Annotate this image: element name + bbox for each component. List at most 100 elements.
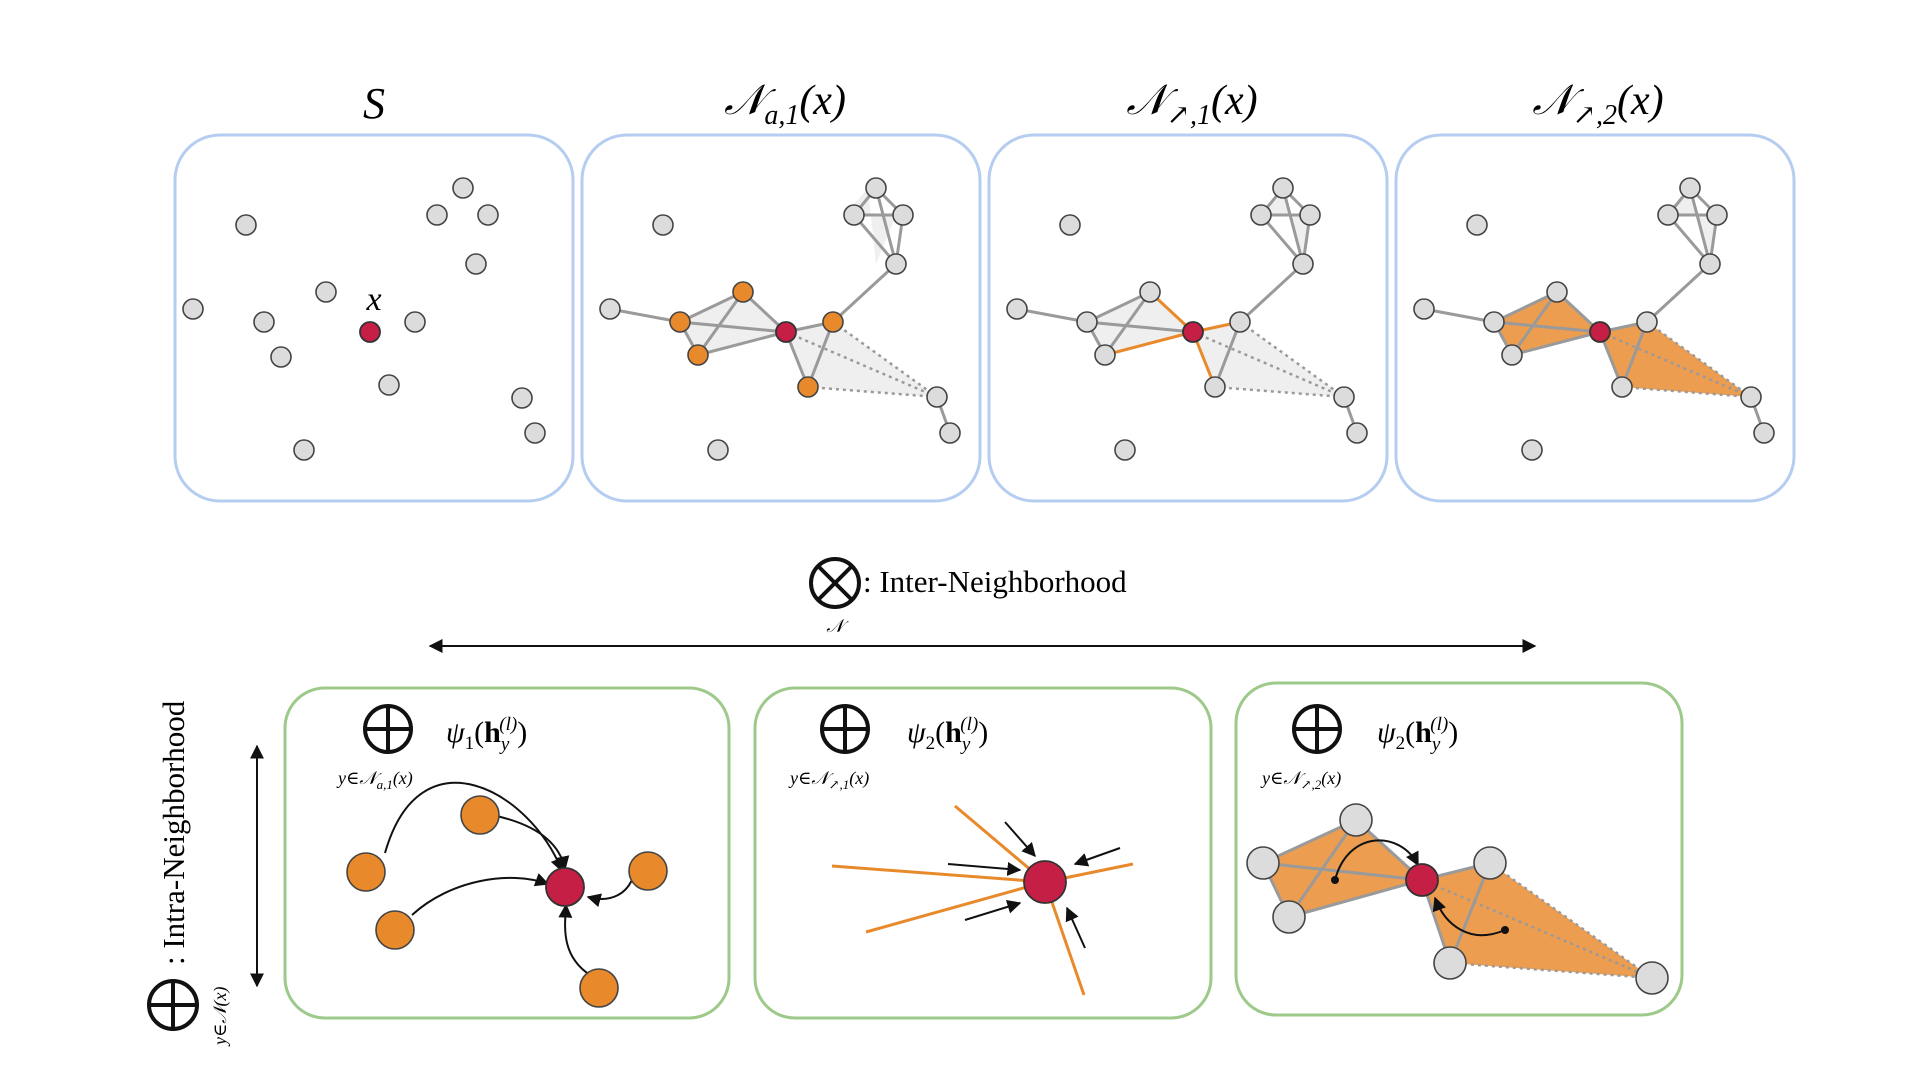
graph-node	[426, 204, 448, 226]
center-node-x	[1405, 863, 1439, 897]
neighbor-node	[732, 281, 754, 303]
message-function: ψ1(hy(l))	[446, 714, 527, 755]
sum-index: y∈𝒩a,1(x)	[336, 768, 413, 792]
graph-node	[477, 204, 499, 226]
graph-node	[465, 253, 487, 275]
panel-title-Nup2: 𝒩↗,2(x)	[1532, 78, 1663, 131]
graph-node	[293, 439, 315, 461]
panel-Nup2	[1394, 133, 1796, 503]
graph-node	[1250, 204, 1272, 226]
graph-node	[1333, 386, 1355, 408]
graph-node	[1706, 204, 1728, 226]
graph-node	[1657, 204, 1679, 226]
graph-node	[926, 386, 948, 408]
graph-node	[1059, 214, 1081, 236]
sum-index: y∈𝒩↗,2(x)	[1260, 768, 1341, 792]
graph-node	[1433, 946, 1467, 980]
graph-node	[1521, 439, 1543, 461]
message-panel-2: y∈𝒩↗,1(x) ψ2(hy(l))	[753, 686, 1213, 1020]
graph-node	[1139, 281, 1161, 303]
graph-node	[707, 439, 729, 461]
message-panel-1: y∈𝒩a,1(x) ψ1(hy(l))	[283, 686, 731, 1020]
graph-node	[1346, 422, 1368, 444]
neighbor-node	[375, 910, 415, 950]
graph-node	[1740, 386, 1762, 408]
graph-node	[235, 214, 257, 236]
center-node-x	[545, 867, 585, 907]
graph-node	[1246, 846, 1280, 880]
graph-node	[1114, 439, 1136, 461]
center-node-x	[1182, 321, 1204, 343]
graph-node	[404, 311, 426, 333]
graph-node	[253, 311, 275, 333]
graph-node	[1473, 846, 1507, 880]
neighbor-node	[579, 968, 619, 1008]
graph-node	[315, 281, 337, 303]
graph-node	[1699, 253, 1721, 275]
graph-node	[652, 214, 674, 236]
graph-node	[1006, 298, 1028, 320]
center-node-x	[1589, 321, 1611, 343]
center-node-x	[1023, 860, 1067, 904]
graph-node	[452, 177, 474, 199]
graph-node	[511, 387, 533, 409]
neighbor-node	[346, 852, 386, 892]
neighbor-node	[460, 795, 500, 835]
graph-node	[1753, 422, 1775, 444]
sum-symbol	[820, 704, 870, 754]
panel-title-S: S	[363, 79, 385, 128]
graph-node	[892, 204, 914, 226]
panel-S: x	[173, 133, 575, 503]
message-function: ψ2(hy(l))	[907, 714, 988, 755]
panel-title-Nup1: 𝒩↗,1(x)	[1126, 78, 1257, 131]
graph-node	[1611, 376, 1633, 398]
graph-node	[1076, 311, 1098, 333]
graph-node	[1636, 311, 1658, 333]
graph-node	[1635, 961, 1669, 995]
svg-text:y∈𝒩(x): y∈𝒩(x)	[210, 986, 231, 1047]
center-node-x	[359, 321, 381, 343]
graph-node	[1501, 344, 1523, 366]
graph-node	[1292, 253, 1314, 275]
graph-node	[865, 177, 887, 199]
panel-Na1	[580, 133, 982, 503]
panel-Nup1	[987, 133, 1389, 503]
svg-text:: Intra-Neighborhood: : Intra-Neighborhood	[156, 700, 191, 965]
graph-node	[1339, 803, 1373, 837]
graph-node	[1483, 311, 1505, 333]
panel-title-Na1: 𝒩a,1(x)	[724, 78, 846, 131]
graph-node	[270, 346, 292, 368]
inter-neighborhood-label: 𝒩 : Inter-Neighborhood	[809, 557, 1127, 636]
graph-node	[1299, 204, 1321, 226]
neighbor-node	[669, 311, 691, 333]
graph-node	[182, 298, 204, 320]
sum-symbol	[1292, 704, 1342, 754]
center-node-x	[775, 321, 797, 343]
graph-node	[939, 422, 961, 444]
intra-neighborhood-label: y∈𝒩(x) : Intra-Neighborhood	[147, 700, 231, 1047]
neighbor-node	[628, 851, 668, 891]
sum-index: y∈𝒩↗,1(x)	[788, 768, 869, 792]
graph-node	[843, 204, 865, 226]
graph-node	[885, 253, 907, 275]
graph-node	[524, 422, 546, 444]
graph-node	[1466, 214, 1488, 236]
graph-node	[1229, 311, 1251, 333]
graph-node	[1413, 298, 1435, 320]
svg-text:: Inter-Neighborhood: : Inter-Neighborhood	[863, 564, 1127, 599]
message-panel-3: y∈𝒩↗,2(x) ψ2(hy(l))	[1234, 681, 1684, 1017]
graph-node	[1272, 177, 1294, 199]
graph-node	[1272, 900, 1306, 934]
message-function: ψ2(hy(l))	[1377, 714, 1458, 755]
graph-node	[1204, 376, 1226, 398]
neighbor-node	[797, 376, 819, 398]
svg-text:𝒩: 𝒩	[826, 616, 849, 636]
neighbor-node	[822, 311, 844, 333]
graph-node	[378, 374, 400, 396]
graph-node	[1546, 281, 1568, 303]
center-node-label: x	[365, 281, 381, 318]
neighbor-node	[687, 344, 709, 366]
graph-node	[1094, 344, 1116, 366]
sum-symbol	[363, 704, 413, 754]
